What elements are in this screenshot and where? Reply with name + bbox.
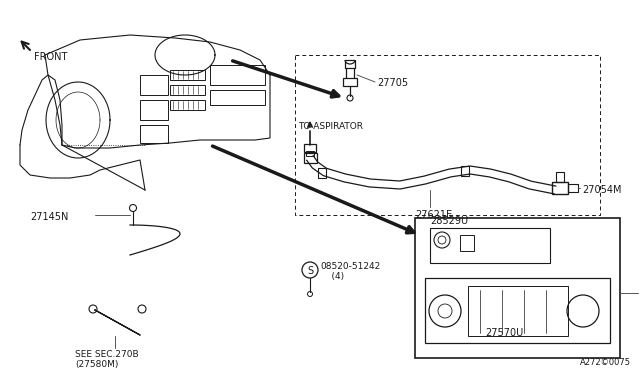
Bar [140,125,168,143]
Bar [210,90,265,105]
Text: 27054M: 27054M [582,185,621,195]
Bar [304,153,317,163]
Bar [170,70,205,80]
Bar [568,184,578,192]
Text: 28529U: 28529U [430,216,468,226]
Bar [461,166,469,176]
Text: 27621E: 27621E [415,210,452,220]
Text: SEE SEC.270B
(27580M): SEE SEC.270B (27580M) [75,350,139,369]
Bar [170,100,205,110]
Text: 27570U: 27570U [485,328,524,338]
Bar [345,60,355,68]
Bar [210,65,265,85]
Bar [140,75,168,95]
Bar [415,218,620,358]
Bar [170,85,205,95]
Text: S: S [307,266,313,276]
Bar [140,100,168,120]
Bar [304,144,316,152]
Bar [468,286,568,336]
Bar [343,78,357,86]
Text: 27145N: 27145N [30,212,68,222]
Bar [430,228,550,263]
Text: TO ASPIRATOR: TO ASPIRATOR [298,122,363,131]
Bar [552,182,568,194]
Text: FRONT: FRONT [34,52,67,62]
Bar [556,172,564,182]
Bar [425,278,610,343]
Bar [318,168,326,178]
Text: 27705: 27705 [377,78,408,88]
Text: 08520-51242
    (4): 08520-51242 (4) [320,262,380,281]
Bar [460,235,474,251]
Text: A272©0075: A272©0075 [580,358,631,367]
Bar [306,151,314,156]
